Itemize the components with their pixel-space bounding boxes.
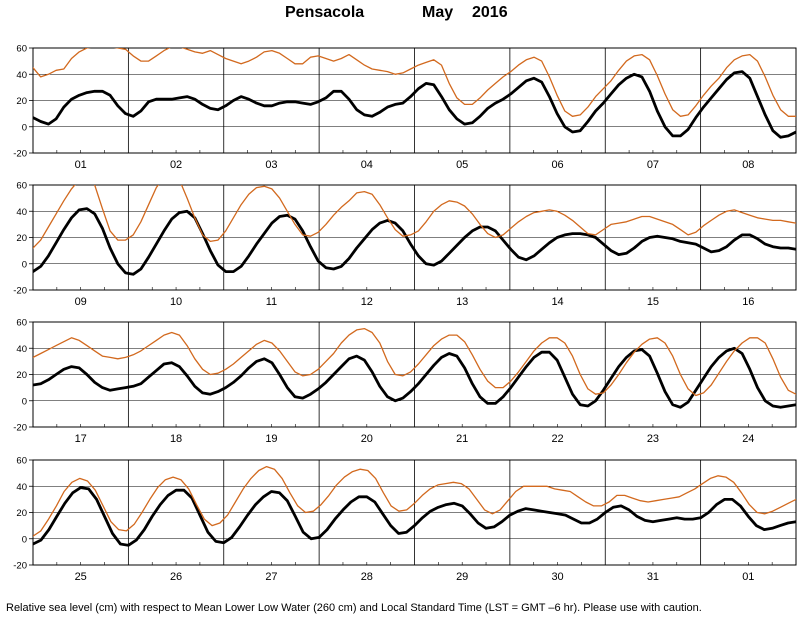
y-tick-label: 20 bbox=[16, 96, 27, 107]
y-tick-label: 0 bbox=[22, 534, 27, 545]
x-tick-label: 22 bbox=[551, 433, 563, 445]
y-tick-label: 20 bbox=[16, 233, 27, 244]
x-tick-label: 25 bbox=[75, 571, 87, 583]
x-tick-label: 10 bbox=[170, 296, 182, 308]
y-tick-label: 40 bbox=[16, 344, 27, 355]
x-tick-label: 16 bbox=[742, 296, 754, 308]
x-tick-label: 03 bbox=[265, 159, 277, 171]
x-tick-label: 29 bbox=[456, 571, 468, 583]
x-tick-label: 17 bbox=[75, 433, 87, 445]
y-tick-label: 60 bbox=[16, 318, 27, 329]
observed-series-line bbox=[33, 465, 796, 537]
x-tick-label: 20 bbox=[361, 433, 373, 445]
x-tick-label: 12 bbox=[361, 296, 373, 308]
y-tick-label: 0 bbox=[22, 259, 27, 270]
y-tick-label: 60 bbox=[16, 44, 27, 55]
y-tick-label: -20 bbox=[13, 423, 27, 434]
x-tick-label: 28 bbox=[361, 571, 373, 583]
x-tick-label: 14 bbox=[551, 296, 563, 308]
month-title: May bbox=[422, 4, 454, 21]
predicted-series-line bbox=[33, 346, 796, 409]
x-tick-label: 11 bbox=[266, 296, 277, 308]
predicted-series-line bbox=[33, 486, 796, 547]
x-tick-label: 01 bbox=[742, 571, 754, 583]
x-tick-label: 13 bbox=[456, 296, 468, 308]
x-tick-label: 01 bbox=[75, 159, 87, 171]
footer-note: Relative sea level (cm) with respect to … bbox=[6, 602, 702, 614]
x-tick-label: 05 bbox=[456, 159, 468, 171]
y-tick-label: 20 bbox=[16, 370, 27, 381]
predicted-series-line bbox=[33, 207, 796, 276]
y-tick-label: 60 bbox=[16, 181, 27, 192]
x-tick-label: 31 bbox=[647, 571, 659, 583]
panel-frame bbox=[32, 321, 797, 428]
y-tick-label: 40 bbox=[16, 70, 27, 81]
x-tick-label: 24 bbox=[742, 433, 754, 445]
y-tick-label: 40 bbox=[16, 482, 27, 493]
y-tick-label: 40 bbox=[16, 207, 27, 218]
x-tick-label: 21 bbox=[456, 433, 468, 445]
x-tick-label: 09 bbox=[75, 296, 87, 308]
x-tick-label: 15 bbox=[647, 296, 659, 308]
panel-frame bbox=[32, 47, 797, 154]
x-tick-label: 02 bbox=[170, 159, 182, 171]
panel-frame bbox=[32, 184, 797, 291]
x-tick-label: 08 bbox=[742, 159, 754, 171]
panel-frame bbox=[32, 459, 797, 566]
x-tick-label: 04 bbox=[361, 159, 373, 171]
y-tick-label: 20 bbox=[16, 508, 27, 519]
x-tick-label: 23 bbox=[647, 433, 659, 445]
y-tick-label: 0 bbox=[22, 122, 27, 133]
x-tick-label: 18 bbox=[170, 433, 182, 445]
y-tick-label: -20 bbox=[13, 149, 27, 160]
x-tick-label: 26 bbox=[170, 571, 182, 583]
x-tick-label: 27 bbox=[265, 571, 277, 583]
observed-series-line bbox=[33, 48, 796, 117]
x-tick-label: 19 bbox=[265, 433, 277, 445]
y-tick-label: -20 bbox=[13, 286, 27, 297]
predicted-series-line bbox=[33, 70, 796, 139]
x-tick-label: 06 bbox=[551, 159, 563, 171]
x-tick-label: 07 bbox=[647, 159, 659, 171]
x-tick-label: 30 bbox=[551, 571, 563, 583]
station-title: Pensacola bbox=[285, 4, 365, 21]
observed-series-line bbox=[33, 185, 796, 249]
y-tick-label: -20 bbox=[13, 561, 27, 572]
y-tick-label: 60 bbox=[16, 456, 27, 467]
year-title: 2016 bbox=[472, 4, 508, 21]
y-tick-label: 0 bbox=[22, 396, 27, 407]
observed-series-line bbox=[33, 327, 796, 397]
